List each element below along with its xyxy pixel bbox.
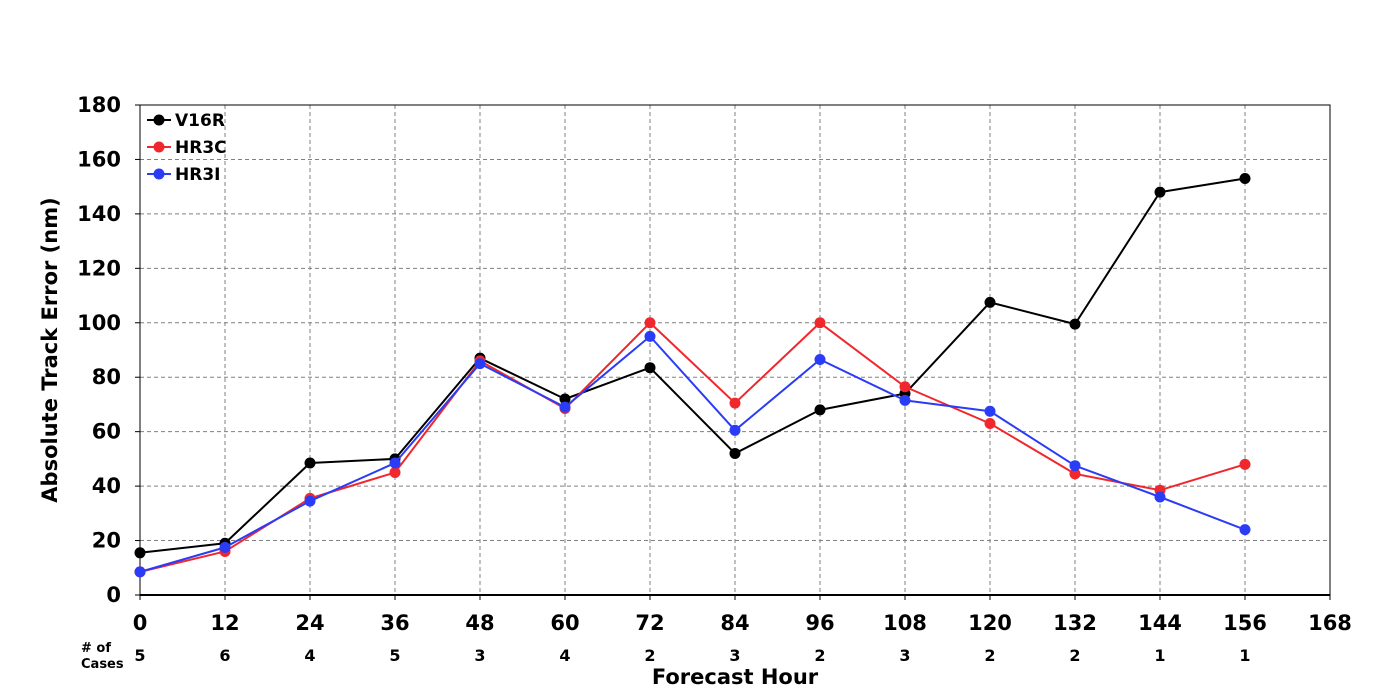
legend-label: HR3C <box>175 138 227 158</box>
data-point-v16r <box>644 362 656 374</box>
cases-row: # of Cases 5 6 4 5 3 4 2 3 2 3 2 2 1 1 <box>81 641 1251 672</box>
case-count-label: 3 <box>474 646 485 665</box>
x-tick-label: 84 <box>720 611 749 635</box>
data-point-hr3c <box>984 418 996 429</box>
legend-marker <box>153 168 165 180</box>
legend-item-v16r: V16R <box>147 111 225 131</box>
data-point-hr3i <box>1239 524 1251 536</box>
data-point-hr3i <box>984 405 996 417</box>
legend-label: HR3I <box>175 165 220 185</box>
x-tick-label: 48 <box>465 611 494 635</box>
y-tick-label: 100 <box>77 311 121 335</box>
y-axis-title: Absolute Track Error (nm) <box>38 197 62 502</box>
x-tick-label: 96 <box>805 611 834 635</box>
x-tick-label: 132 <box>1053 611 1097 635</box>
legend-marker <box>153 114 165 126</box>
series-line-hr3c <box>139 321 1246 573</box>
data-point-v16r <box>729 447 741 459</box>
case-count-label: 2 <box>984 646 995 665</box>
cases-title-line1: # of <box>81 641 111 656</box>
case-count-label: 4 <box>304 646 315 665</box>
series-line-hr3i <box>139 335 1246 573</box>
x-axis-title: Forecast Hour <box>652 665 819 689</box>
data-point-v16r <box>134 547 146 559</box>
case-count-label: 6 <box>219 646 230 665</box>
data-point-hr3i <box>1154 491 1166 503</box>
data-point-hr3c <box>644 317 656 329</box>
case-count-label: 1 <box>1239 646 1250 665</box>
data-point-v16r <box>304 457 316 469</box>
y-tick-label: 80 <box>92 365 121 389</box>
case-count-label: 2 <box>1069 646 1080 665</box>
data-point-hr3i <box>729 424 741 436</box>
x-tick-label: 156 <box>1223 611 1267 635</box>
series-hr3i <box>134 330 1251 578</box>
data-point-hr3i <box>389 457 401 469</box>
case-count-label: 1 <box>1154 646 1165 665</box>
case-count-label: 5 <box>134 646 145 665</box>
data-point-hr3c <box>729 397 741 409</box>
legend-item-hr3i: HR3I <box>147 165 220 185</box>
case-count-label: 2 <box>814 646 825 665</box>
data-point-hr3i <box>559 401 571 413</box>
data-point-hr3i <box>899 394 911 406</box>
grid <box>140 105 1330 595</box>
series-hr3c <box>134 317 1251 578</box>
y-tick-label: 120 <box>77 256 121 280</box>
data-point-hr3i <box>134 566 146 578</box>
legend-item-hr3c: HR3C <box>147 138 227 158</box>
y-tick-label: 160 <box>77 147 121 171</box>
y-tick-label: 180 <box>77 93 121 117</box>
data-point-hr3i <box>474 358 486 370</box>
data-point-hr3c <box>389 467 401 478</box>
data-point-hr3c <box>899 381 911 393</box>
data-point-hr3c <box>1239 458 1251 470</box>
legend-label: V16R <box>175 111 225 131</box>
x-tick-label: 36 <box>380 611 409 635</box>
case-count-label: 4 <box>559 646 570 665</box>
x-tick-label: 120 <box>968 611 1012 635</box>
data-point-hr3i <box>814 354 826 366</box>
x-tick-label: 0 <box>133 611 148 635</box>
case-count-label: 5 <box>389 646 400 665</box>
series-line-v16r <box>139 177 1246 554</box>
series-v16r <box>134 173 1251 559</box>
case-count-label: 2 <box>644 646 655 665</box>
y-tick-label: 20 <box>92 529 121 553</box>
data-point-v16r <box>1069 318 1081 330</box>
y-tick-label: 40 <box>92 474 121 498</box>
data-point-hr3i <box>1069 460 1081 472</box>
data-point-v16r <box>814 404 826 416</box>
data-point-v16r <box>1239 173 1251 184</box>
x-tick-label: 144 <box>1138 611 1182 635</box>
y-tick-label: 60 <box>92 420 121 444</box>
legend-marker <box>153 141 165 153</box>
data-point-v16r <box>984 296 996 308</box>
data-point-hr3c <box>814 317 826 329</box>
data-point-hr3c <box>1069 468 1081 480</box>
x-tick-label: 108 <box>883 611 927 635</box>
cases-title-line2: Cases <box>81 657 124 672</box>
y-axis: 0 20 40 60 80 100 120 140 160 180 <box>77 93 140 607</box>
case-count-label: 3 <box>899 646 910 665</box>
data-point-hr3i <box>219 541 231 553</box>
data-point-hr3i <box>304 495 316 507</box>
data-point-v16r <box>1154 186 1166 198</box>
x-tick-label: 60 <box>550 611 579 635</box>
y-tick-label: 0 <box>106 583 121 607</box>
x-axis: 0 12 24 36 48 60 72 84 96 108 120 132 144 156 168 <box>133 595 1352 635</box>
y-tick-label: 140 <box>77 202 121 226</box>
x-tick-label: 72 <box>635 611 664 635</box>
series-layer <box>134 173 1251 578</box>
case-count-label: 3 <box>729 646 740 665</box>
x-tick-label: 12 <box>210 611 239 635</box>
x-tick-label: 168 <box>1308 611 1352 635</box>
legend: V16R HR3C HR3I <box>147 111 227 185</box>
x-tick-label: 24 <box>295 611 324 635</box>
data-point-v16r <box>559 393 571 405</box>
data-point-hr3i <box>644 330 656 342</box>
